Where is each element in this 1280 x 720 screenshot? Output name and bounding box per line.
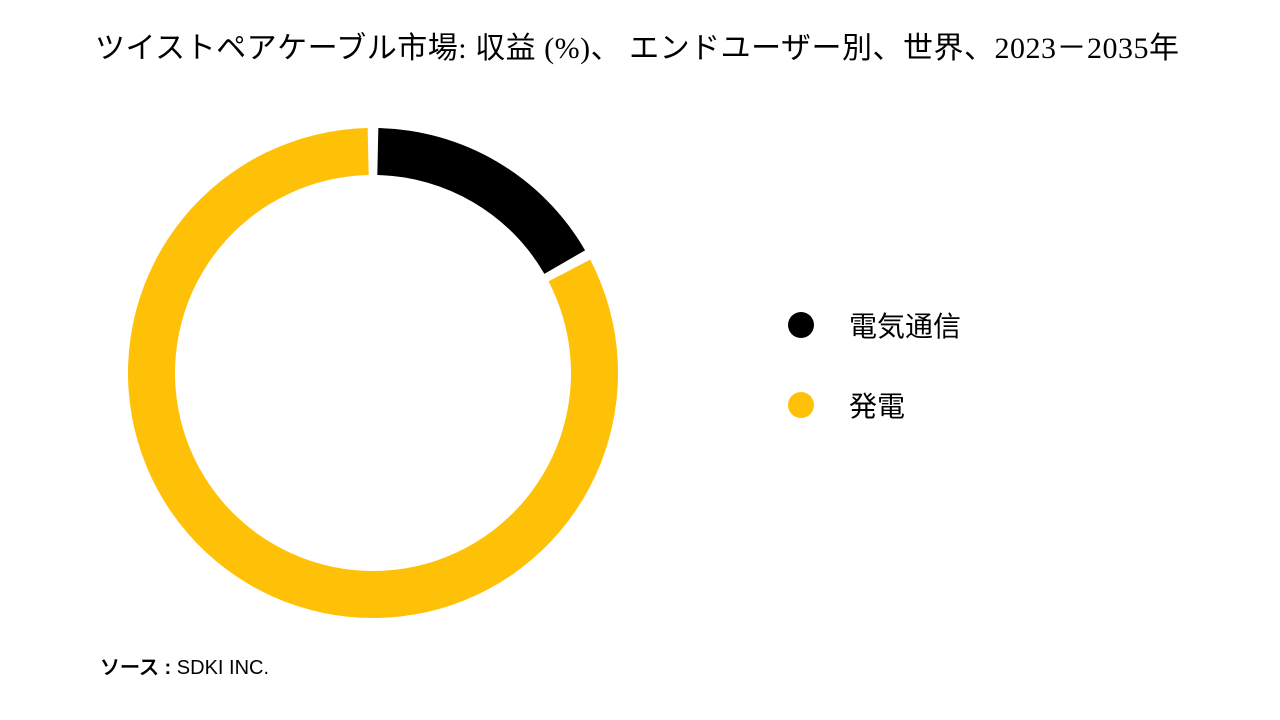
source-attribution: ソース : SDKI INC. bbox=[100, 651, 269, 680]
legend-item: 発電 bbox=[788, 385, 961, 425]
legend-label: 電気通信 bbox=[849, 305, 961, 345]
legend-item: 電気通信 bbox=[788, 305, 961, 345]
donut-slice bbox=[377, 128, 585, 274]
source-value: SDKI INC. bbox=[177, 657, 269, 679]
legend-dot-icon bbox=[788, 392, 814, 418]
source-label: ソース : bbox=[100, 657, 177, 679]
legend-dot-icon bbox=[788, 312, 814, 338]
legend: 電気通信 発電 bbox=[788, 305, 961, 465]
chart-title: ツイストペアケーブル市場: 収益 (%)、 エンドユーザー別、世界、2023－2… bbox=[95, 28, 1220, 70]
legend-label: 発電 bbox=[849, 385, 905, 425]
donut-chart bbox=[128, 128, 618, 618]
